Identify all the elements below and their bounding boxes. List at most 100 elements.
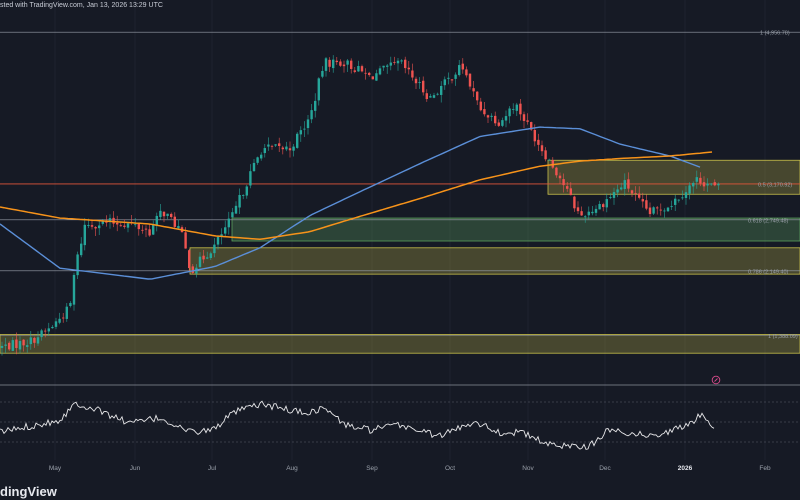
- candle-down[interactable]: [627, 179, 630, 189]
- candle-up[interactable]: [432, 95, 436, 98]
- candle-up[interactable]: [692, 182, 695, 187]
- candle-up[interactable]: [620, 187, 623, 190]
- candle-up[interactable]: [299, 130, 302, 135]
- candle-up[interactable]: [490, 115, 493, 117]
- candle-up[interactable]: [612, 192, 616, 198]
- candle-down[interactable]: [699, 177, 702, 184]
- fib-retracement[interactable]: 1 (4,956.78) 0.5 (3,170.92) 0.618 (2,749.4…: [0, 31, 800, 340]
- candle-down[interactable]: [173, 216, 176, 227]
- candle-down[interactable]: [328, 59, 331, 67]
- candle-up[interactable]: [346, 60, 349, 65]
- candle-down[interactable]: [335, 60, 338, 63]
- candle-down[interactable]: [411, 70, 414, 78]
- candle-up[interactable]: [87, 224, 90, 226]
- candle-down[interactable]: [94, 227, 97, 229]
- candle-down[interactable]: [62, 317, 65, 319]
- candle-down[interactable]: [202, 255, 205, 260]
- candle-up[interactable]: [375, 73, 378, 81]
- candle-up[interactable]: [389, 62, 392, 66]
- candle-down[interactable]: [472, 88, 475, 92]
- candle-down[interactable]: [526, 120, 529, 122]
- candle-up[interactable]: [598, 204, 601, 210]
- candle-up[interactable]: [245, 186, 248, 196]
- candle-up[interactable]: [584, 216, 587, 218]
- candle-down[interactable]: [116, 222, 119, 225]
- candle-up[interactable]: [378, 68, 382, 75]
- candle-up[interactable]: [260, 154, 263, 159]
- candle-down[interactable]: [278, 143, 281, 147]
- candle-up[interactable]: [227, 218, 230, 228]
- candle-down[interactable]: [551, 160, 554, 168]
- candle-up[interactable]: [688, 185, 691, 194]
- candle-up[interactable]: [11, 340, 14, 351]
- candle-down[interactable]: [33, 337, 36, 343]
- candle-up[interactable]: [263, 148, 266, 154]
- candle-up[interactable]: [58, 318, 61, 323]
- candle-down[interactable]: [407, 67, 410, 70]
- candle-down[interactable]: [573, 196, 576, 209]
- candle-down[interactable]: [638, 193, 641, 198]
- rsi-line[interactable]: [0, 400, 715, 450]
- candle-down[interactable]: [44, 330, 47, 332]
- candle-down[interactable]: [497, 122, 500, 126]
- candle-up[interactable]: [674, 198, 677, 205]
- candle-up[interactable]: [400, 60, 403, 62]
- candle-down[interactable]: [566, 186, 569, 189]
- candle-down[interactable]: [555, 167, 558, 176]
- candle-up[interactable]: [18, 341, 22, 350]
- candle-down[interactable]: [270, 145, 274, 147]
- candle-down[interactable]: [141, 229, 144, 231]
- candle-up[interactable]: [609, 197, 612, 198]
- candle-down[interactable]: [494, 115, 497, 124]
- candle-up[interactable]: [324, 58, 328, 71]
- candle-up[interactable]: [267, 144, 270, 147]
- candle-up[interactable]: [177, 225, 180, 229]
- support-zone[interactable]: [231, 217, 800, 242]
- candle-down[interactable]: [602, 204, 605, 208]
- candle-up[interactable]: [152, 224, 155, 235]
- candle-up[interactable]: [29, 337, 32, 345]
- candle-up[interactable]: [458, 65, 461, 76]
- candle-down[interactable]: [353, 70, 356, 72]
- candle-down[interactable]: [702, 182, 706, 187]
- tradingview-brand[interactable]: dingView: [0, 484, 57, 499]
- candle-up[interactable]: [238, 195, 241, 208]
- candle-down[interactable]: [648, 207, 652, 215]
- candle-up[interactable]: [252, 162, 256, 172]
- candle-up[interactable]: [429, 96, 432, 98]
- candle-up[interactable]: [234, 205, 238, 214]
- candle-up[interactable]: [0, 345, 4, 348]
- candle-down[interactable]: [162, 211, 166, 217]
- candle-down[interactable]: [170, 213, 173, 218]
- candle-up[interactable]: [663, 210, 666, 212]
- candle-down[interactable]: [342, 64, 346, 67]
- candle-down[interactable]: [191, 266, 194, 273]
- candle-down[interactable]: [486, 115, 490, 118]
- candle-up[interactable]: [681, 197, 684, 199]
- candle-up[interactable]: [605, 199, 608, 208]
- candle-up[interactable]: [80, 243, 83, 256]
- candle-down[interactable]: [90, 225, 94, 227]
- candle-down[interactable]: [364, 72, 367, 74]
- candle-down[interactable]: [576, 207, 580, 212]
- candle-up[interactable]: [220, 234, 223, 237]
- candle-down[interactable]: [533, 129, 536, 142]
- candle-down[interactable]: [630, 190, 634, 194]
- candle-up[interactable]: [321, 70, 324, 77]
- candle-up[interactable]: [216, 236, 220, 245]
- candle-down[interactable]: [659, 209, 662, 211]
- candle-up[interactable]: [36, 337, 40, 344]
- candle-down[interactable]: [537, 139, 540, 145]
- candle-down[interactable]: [288, 148, 292, 151]
- candle-up[interactable]: [717, 183, 720, 186]
- candle-down[interactable]: [8, 342, 11, 350]
- candle-down[interactable]: [540, 145, 544, 152]
- candle-down[interactable]: [148, 229, 151, 236]
- candle-up[interactable]: [666, 207, 670, 212]
- candle-up[interactable]: [274, 144, 277, 146]
- candle-down[interactable]: [119, 225, 122, 227]
- candle-up[interactable]: [134, 224, 137, 226]
- candle-up[interactable]: [684, 192, 688, 198]
